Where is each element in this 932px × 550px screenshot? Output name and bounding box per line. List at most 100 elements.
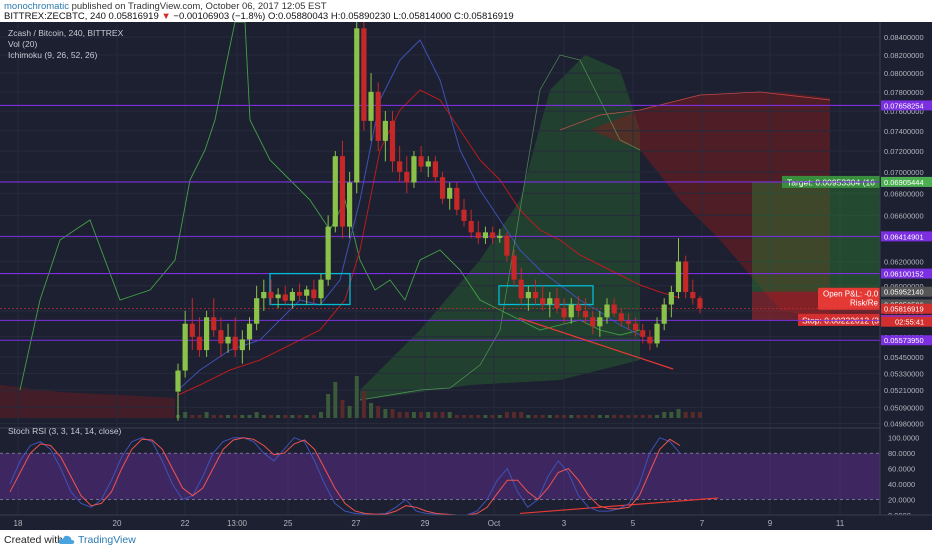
chart-background [0, 22, 932, 530]
candle-body [404, 171, 410, 183]
price-axis[interactable]: 0.08400000 0.08200000 0.08000000 0.07800000… [879, 22, 932, 530]
candle-body [540, 298, 546, 305]
candle-body [418, 156, 424, 167]
grid-lines [0, 24, 880, 515]
volume-bar [590, 415, 595, 418]
symbol-label: BITTREX:ZECBTC, 240 [4, 11, 106, 22]
senkou-span-a-line [359, 54, 641, 401]
volume-bar [276, 415, 281, 418]
volume-bar [669, 412, 674, 418]
price-tick-label: 0.08400000 [884, 33, 924, 42]
volume-bar [283, 415, 288, 418]
open-value: O:0.05880043 [267, 11, 329, 22]
high-value: H:0.05890230 [330, 11, 391, 22]
volume-bar [354, 376, 359, 418]
kijun-sen-line [177, 89, 681, 396]
ichimoku-legend: Ichimoku (9, 26, 52, 26) [8, 50, 97, 60]
author-link[interactable]: monochromatic [4, 1, 69, 12]
volume-bar [476, 415, 481, 418]
volume-bar [268, 415, 273, 418]
consolidation-box-right [498, 285, 594, 306]
close-value: C:0.05816919 [453, 11, 514, 22]
low-value: L:0.05814000 [393, 11, 452, 22]
consolidation-box-left [269, 272, 351, 306]
volume-bar [311, 415, 316, 418]
publish-header: monochromatic published on TradingView.c… [0, 0, 932, 22]
volume-bar [540, 415, 545, 418]
volume-bar [197, 415, 202, 418]
candle-body [289, 291, 295, 301]
candle-body [311, 289, 317, 299]
volume-bar [562, 415, 567, 418]
stoch-rsi-panel [0, 427, 932, 500]
candle-body [261, 291, 267, 299]
price-tick-label: 0.04980000 [884, 420, 924, 429]
publish-text: published on TradingView.com, October 06… [71, 1, 327, 12]
tenkan-sen-line [177, 39, 641, 391]
price-level-tag: 0.05573950 [884, 336, 924, 345]
volume-bar [390, 409, 395, 418]
senkou-span-b-line [559, 91, 831, 131]
volume-bar [326, 394, 331, 418]
volume-bar [369, 403, 374, 418]
candlesticks [175, 22, 703, 421]
risk-reward-label: Risk/Re [850, 299, 879, 308]
price-tick-label: 0.06600000 [884, 211, 924, 220]
volume-bar [605, 415, 609, 418]
volume-bar [576, 415, 581, 418]
candle-body [218, 330, 224, 344]
volume-bar [419, 412, 424, 418]
price-level-tag: 0.05816919 [884, 305, 924, 314]
price-tick-label: 0.05450000 [884, 353, 924, 362]
candle-body [268, 291, 274, 299]
volume-bar [383, 409, 388, 418]
candle-body [375, 91, 381, 141]
candle-body [482, 232, 489, 239]
tradingview-cloud-icon [58, 535, 75, 544]
down-arrow-icon: ▼ [161, 11, 171, 22]
candle-body [439, 177, 446, 199]
candle-body [675, 261, 682, 292]
publish-line: monochromatic published on TradingView.c… [4, 1, 327, 12]
candle-body [332, 156, 338, 227]
volume-bar [583, 415, 588, 418]
candle-body [432, 161, 438, 178]
candle-body [246, 323, 253, 340]
stoch-rsi-band [0, 453, 880, 500]
candle-body [697, 298, 703, 309]
candle-body [296, 291, 303, 296]
trend-lines[interactable] [518, 317, 719, 515]
volume-bar [462, 415, 466, 418]
price-tick-label: 0.05210000 [884, 386, 924, 395]
time-tick-label: 7 [700, 519, 705, 528]
volume-bar [226, 415, 231, 418]
volume-bar [655, 415, 660, 418]
time-tick-label: Oct [488, 519, 501, 528]
candle-body [461, 209, 467, 221]
candle-body [575, 304, 581, 311]
price-level-tag: 0.06905444 [884, 178, 924, 187]
pnl-box-bg [818, 287, 880, 310]
candle-body [318, 279, 324, 299]
volume-bar [240, 415, 245, 418]
candle-body [354, 28, 360, 183]
price-tick-label: 0.07000000 [884, 168, 924, 177]
candle-body [518, 279, 524, 299]
stoch-rsi-d-line [9, 437, 681, 516]
volume-bar [218, 415, 223, 418]
candle-body [590, 317, 596, 327]
volume-bar [190, 415, 195, 418]
range-boxes[interactable] [269, 272, 594, 306]
open-pnl-label: Open P&L: -0.0 [823, 290, 879, 299]
candle-body [611, 304, 617, 314]
candle-body [204, 317, 210, 351]
volume-bar [640, 415, 645, 418]
tradingview-brand[interactable]: TradingView [78, 534, 136, 546]
candle-body [661, 304, 667, 324]
candle-body [382, 120, 388, 141]
time-axis[interactable]: 18 20 22 13:00 25 27 29 Oct 3 5 7 9 11 [0, 514, 932, 530]
rsi-tick-label: 20.0000 [888, 496, 915, 505]
volume-bar [597, 415, 602, 418]
